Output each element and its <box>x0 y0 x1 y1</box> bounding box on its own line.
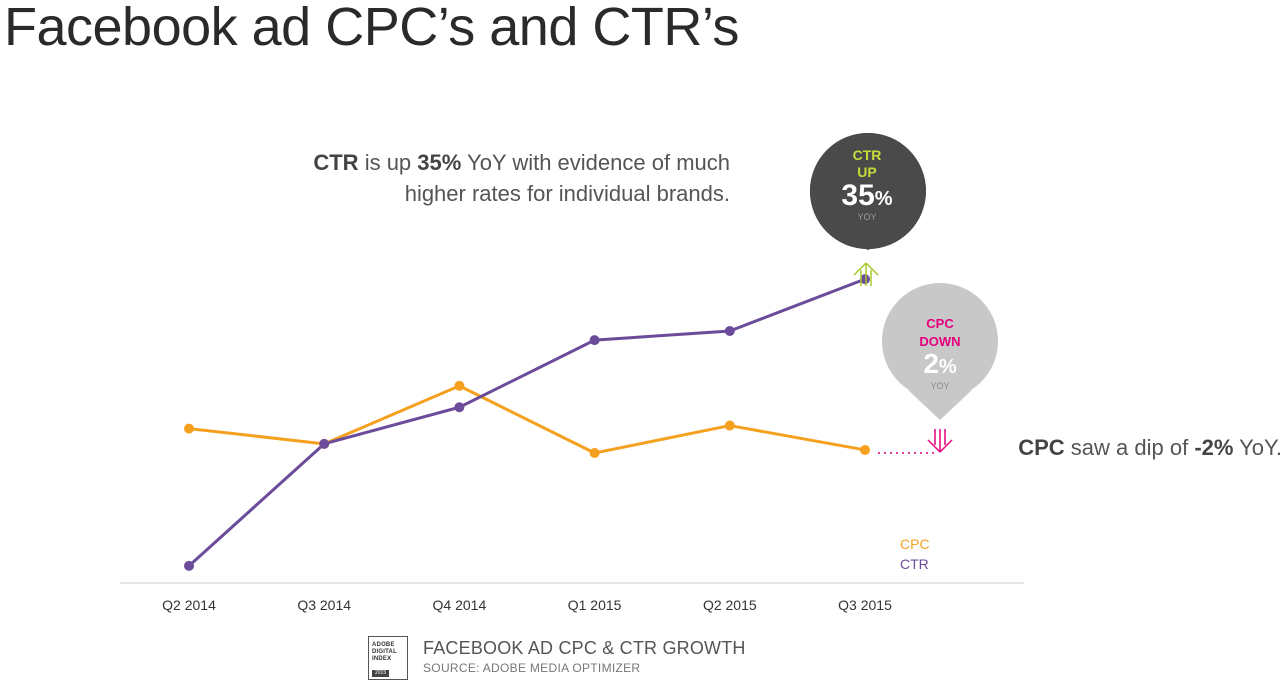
ctr-point <box>184 560 194 571</box>
x-tick-labels: Q2 2014 Q3 2014 Q4 2014 Q1 2015 Q2 2015 Q3 20… <box>162 597 892 613</box>
cpc-badge-value: 2% <box>923 348 957 379</box>
ctr-badge-number: 35 <box>841 179 874 212</box>
cpc-down-arrow-icon <box>927 429 953 453</box>
ctr-badge-unit: % <box>875 188 893 210</box>
cpc-series-line <box>188 384 866 455</box>
ctr-callout-post: YoY with evidence of much higher rates f… <box>404 150 730 206</box>
cpc-point <box>589 448 600 458</box>
ctr-badge-line2: UP <box>857 164 876 180</box>
cpc-down-badge: CPC DOWN 2% YOY <box>882 283 998 420</box>
footer-source: SOURCE: ADOBE MEDIA OPTIMIZER <box>423 661 641 675</box>
ctr-callout-term: CTR <box>313 150 359 175</box>
cpc-point <box>184 423 194 434</box>
ctr-point <box>589 335 600 346</box>
ctr-callout-value: 35% <box>417 150 462 175</box>
cpc-badge-line2: DOWN <box>919 334 960 349</box>
cpc-point <box>454 380 465 391</box>
cpc-callout-pre: saw a dip of <box>1064 435 1195 460</box>
cpc-badge-circle <box>882 283 998 399</box>
ctr-badge-circle <box>810 133 926 249</box>
logo-text: ADOBE DIGITAL INDEX <box>372 642 397 663</box>
logo-line-3: INDEX <box>372 656 392 662</box>
page-title: Facebook ad CPC’s and CTR’s <box>4 0 739 57</box>
ctr-point <box>860 274 870 285</box>
cpc-callout: CPC saw a dip of -2% YoY. <box>990 435 1282 461</box>
legend-ctr: CTR <box>900 556 929 572</box>
cpc-point <box>860 444 870 455</box>
x-tick-label: Q4 2014 <box>433 597 487 613</box>
logo-line-1: ADOBE <box>372 642 395 648</box>
x-tick-label: Q3 2015 <box>838 597 892 613</box>
adobe-digital-index-logo: ADOBE DIGITAL INDEX 2015 <box>368 636 408 680</box>
footer-title: FACEBOOK AD CPC & CTR GROWTH <box>423 638 746 658</box>
ctr-point <box>319 438 330 449</box>
cpc-callout-term: CPC <box>1018 435 1065 460</box>
ctr-badge-line1: CTR <box>853 147 882 163</box>
ctr-badge-value: 35% <box>841 179 892 212</box>
ctr-callout: CTR is up 35% YoY with evidence of much … <box>300 147 730 209</box>
x-tick-label: Q3 2014 <box>297 597 351 613</box>
cpc-badge-line1: CPC <box>926 316 954 331</box>
cpc-callout-post: YoY. <box>1233 435 1282 460</box>
x-tick-label: Q2 2014 <box>162 597 216 613</box>
ctr-series-line <box>187 277 866 567</box>
cpc-badge-pointer <box>908 390 972 420</box>
legend-cpc: CPC <box>900 536 930 552</box>
x-tick-label: Q2 2015 <box>703 597 757 613</box>
cpc-badge-sub: YOY <box>930 381 949 391</box>
ctr-badge-sub: YOY <box>857 212 876 222</box>
ctr-up-arrow-icon <box>853 262 879 286</box>
cpc-point <box>724 420 735 431</box>
cpc-badge-number: 2 <box>923 348 939 379</box>
logo-year: 2015 <box>372 670 390 677</box>
series-layer <box>184 274 870 571</box>
logo-line-2: DIGITAL <box>372 649 397 655</box>
cpc-badge-unit: % <box>939 356 957 378</box>
ctr-point <box>724 326 735 336</box>
ctr-up-badge: CTR UP 35% YOY <box>809 133 926 250</box>
x-tick-label: Q1 2015 <box>568 597 622 613</box>
ctr-point <box>454 402 465 413</box>
ctr-callout-pre: is up <box>358 150 418 175</box>
cpc-callout-value: -2% <box>1194 435 1234 460</box>
